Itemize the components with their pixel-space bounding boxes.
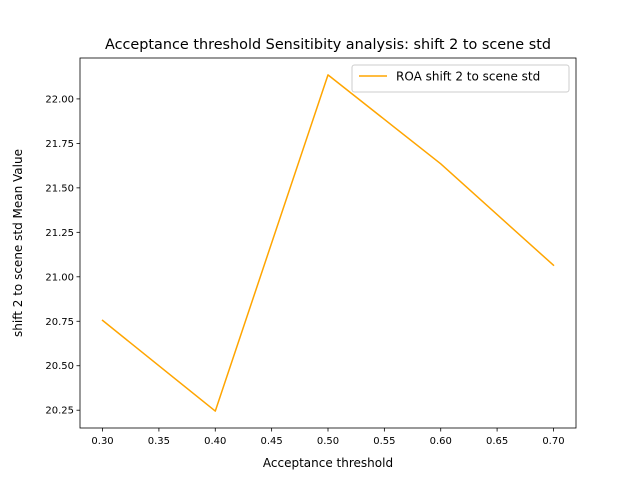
x-axis-ticks: 0.30 0.35 0.40 0.45 0.50 0.55 0.60 0.65 0.70	[91, 428, 565, 447]
x-tick-label: 0.65	[486, 436, 508, 447]
plot-frame	[79, 57, 577, 429]
chart-title: Acceptance threshold Sensitibity analysi…	[105, 37, 551, 53]
legend-box	[351, 64, 570, 93]
x-tick-label: 0.50	[317, 436, 339, 447]
x-axis-label: Acceptance threshold	[263, 456, 393, 470]
y-tick-label: 21.75	[45, 139, 74, 150]
legend-label: ROA shift 2 to scene std	[396, 70, 540, 84]
y-axis-label: shift 2 to scene std Mean Value	[11, 149, 25, 337]
x-tick-label: 0.30	[91, 436, 113, 447]
y-tick-label: 20.25	[45, 406, 74, 417]
y-tick-label: 21.50	[45, 183, 74, 194]
series-line	[101, 74, 555, 412]
y-tick-label: 20.75	[45, 317, 74, 328]
y-axis-ticks: 20.25 20.50 20.75 21.00 21.25 21.50 21.75 22.00	[45, 94, 80, 417]
x-tick-label: 0.45	[261, 436, 283, 447]
y-tick-label: 21.00	[45, 272, 74, 283]
y-tick-label: 20.50	[45, 361, 74, 372]
x-tick-label: 0.70	[542, 436, 564, 447]
x-tick-label: 0.55	[373, 436, 395, 447]
y-tick-label: 22.00	[45, 94, 74, 105]
x-tick-label: 0.35	[148, 436, 170, 447]
x-tick-label: 0.60	[430, 436, 452, 447]
legend: ROA shift 2 to scene std	[351, 64, 570, 93]
plot-area	[80, 58, 576, 428]
x-tick-label: 0.40	[204, 436, 226, 447]
series-layer	[101, 74, 555, 412]
y-tick-label: 21.25	[45, 228, 74, 239]
